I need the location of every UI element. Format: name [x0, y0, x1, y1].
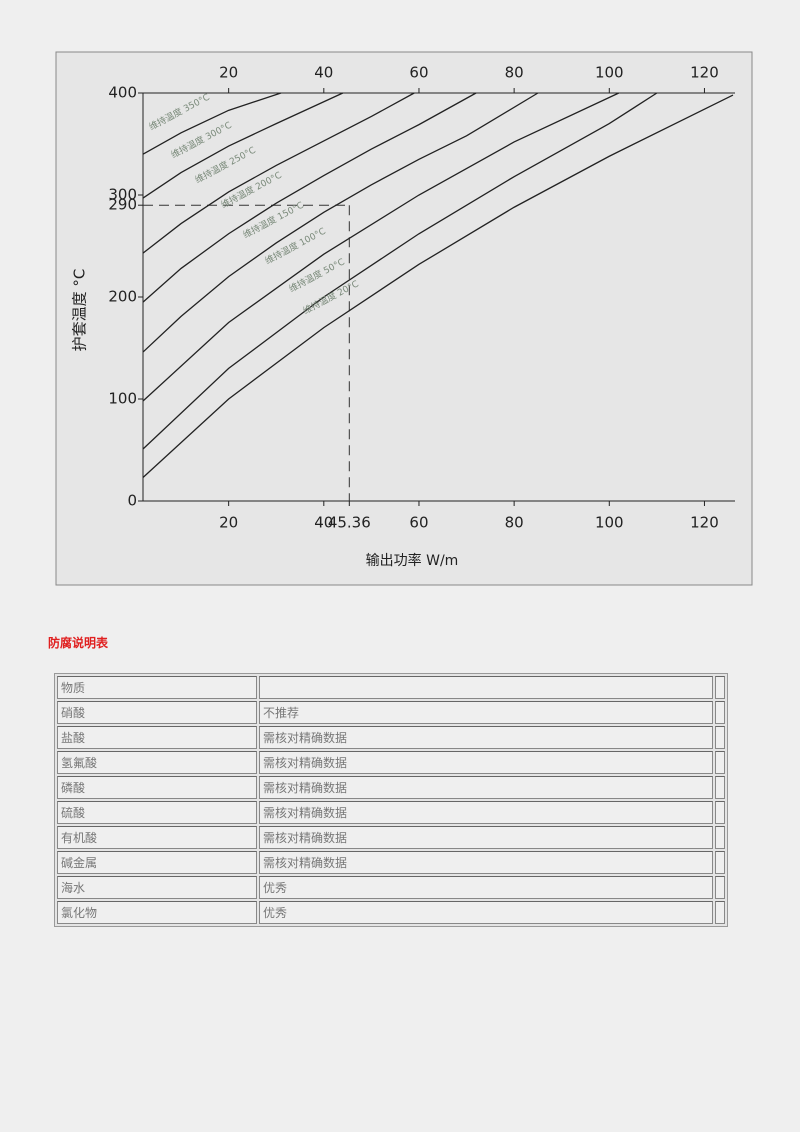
table-cell: 不推荐 [259, 701, 713, 724]
table-row: 氢氟酸 需核对精确数据 [57, 751, 725, 774]
x-tick-label: 120 [690, 514, 719, 532]
curve [142, 92, 539, 353]
y-tick-label: 400 [108, 84, 137, 102]
table-cell [715, 801, 725, 824]
table-row: 碱金属 需核对精确数据 [57, 851, 725, 874]
table-cell [715, 726, 725, 749]
y-tick-label: 100 [108, 390, 137, 408]
table-cell: 需核对精确数据 [259, 751, 713, 774]
table-cell [715, 776, 725, 799]
table-cell: 磷酸 [57, 776, 257, 799]
curve [142, 94, 734, 479]
table-cell: 氢氟酸 [57, 751, 257, 774]
y-axis-title: 护套温度 °C [71, 269, 89, 352]
table-cell [715, 701, 725, 724]
x-tick-label-top: 120 [690, 64, 719, 82]
x-tick-label: 20 [219, 514, 238, 532]
x-tick-label-top: 100 [595, 64, 624, 82]
y-tick-label: 290 [108, 196, 137, 214]
table-cell: 需核对精确数据 [259, 726, 713, 749]
x-tick-label: 100 [595, 514, 624, 532]
table-header-row: 物质 [57, 676, 725, 699]
chart-panel [55, 51, 753, 586]
table-cell: 氯化物 [57, 901, 257, 924]
table: 物质 硝酸 不推荐 盐酸 需核对精确数据 氢氟酸 需核对精确数据 磷酸 需核对精确数据 硫酸 需核对… [54, 673, 728, 927]
table-cell: 需核对精确数据 [259, 776, 713, 799]
x-tick-label: 40 [314, 514, 333, 532]
table-cell: 硫酸 [57, 801, 257, 824]
table-cell: 海水 [57, 876, 257, 899]
table-cell [715, 826, 725, 849]
table-cell: 需核对精确数据 [259, 826, 713, 849]
x-tick-label-top: 60 [409, 64, 428, 82]
x-axis-title: 输出功率 W/m [366, 552, 459, 569]
curve [142, 92, 477, 303]
y-tick-label: 200 [108, 288, 137, 306]
curve [142, 92, 415, 254]
curve [142, 92, 620, 402]
table-row: 有机酸 需核对精确数据 [57, 826, 725, 849]
table-cell [715, 901, 725, 924]
header-cell [259, 676, 713, 699]
table-cell: 硝酸 [57, 701, 257, 724]
table-row: 硫酸 需核对精确数据 [57, 801, 725, 824]
curve [142, 92, 658, 450]
table-cell: 需核对精确数据 [259, 851, 713, 874]
table-cell [715, 876, 725, 899]
curve [142, 92, 282, 155]
x-tick-label-top: 40 [314, 64, 333, 82]
table-row: 海水 优秀 [57, 876, 725, 899]
table-title: 防腐说明表 [48, 636, 109, 650]
x-tick-label-top: 80 [505, 64, 524, 82]
table-row: 氯化物 优秀 [57, 901, 725, 924]
header-cell: 物质 [57, 676, 257, 699]
table-row: 磷酸 需核对精确数据 [57, 776, 725, 799]
table-row: 盐酸 需核对精确数据 [57, 726, 725, 749]
x-tick-label: 45.36 [328, 514, 371, 532]
x-tick-label: 60 [409, 514, 428, 532]
table-cell: 优秀 [259, 876, 713, 899]
y-tick-label: 300 [108, 186, 137, 204]
table-cell: 优秀 [259, 901, 713, 924]
table-cell [715, 851, 725, 874]
table-cell: 盐酸 [57, 726, 257, 749]
table-cell: 需核对精确数据 [259, 801, 713, 824]
table-row: 硝酸 不推荐 [57, 701, 725, 724]
table-cell [715, 751, 725, 774]
table-cell: 碱金属 [57, 851, 257, 874]
curve [142, 92, 344, 199]
table-cell: 有机酸 [57, 826, 257, 849]
header-cell [715, 676, 725, 699]
y-tick-label: 0 [127, 492, 137, 510]
x-tick-label-top: 20 [219, 64, 238, 82]
x-tick-label: 80 [505, 514, 524, 532]
